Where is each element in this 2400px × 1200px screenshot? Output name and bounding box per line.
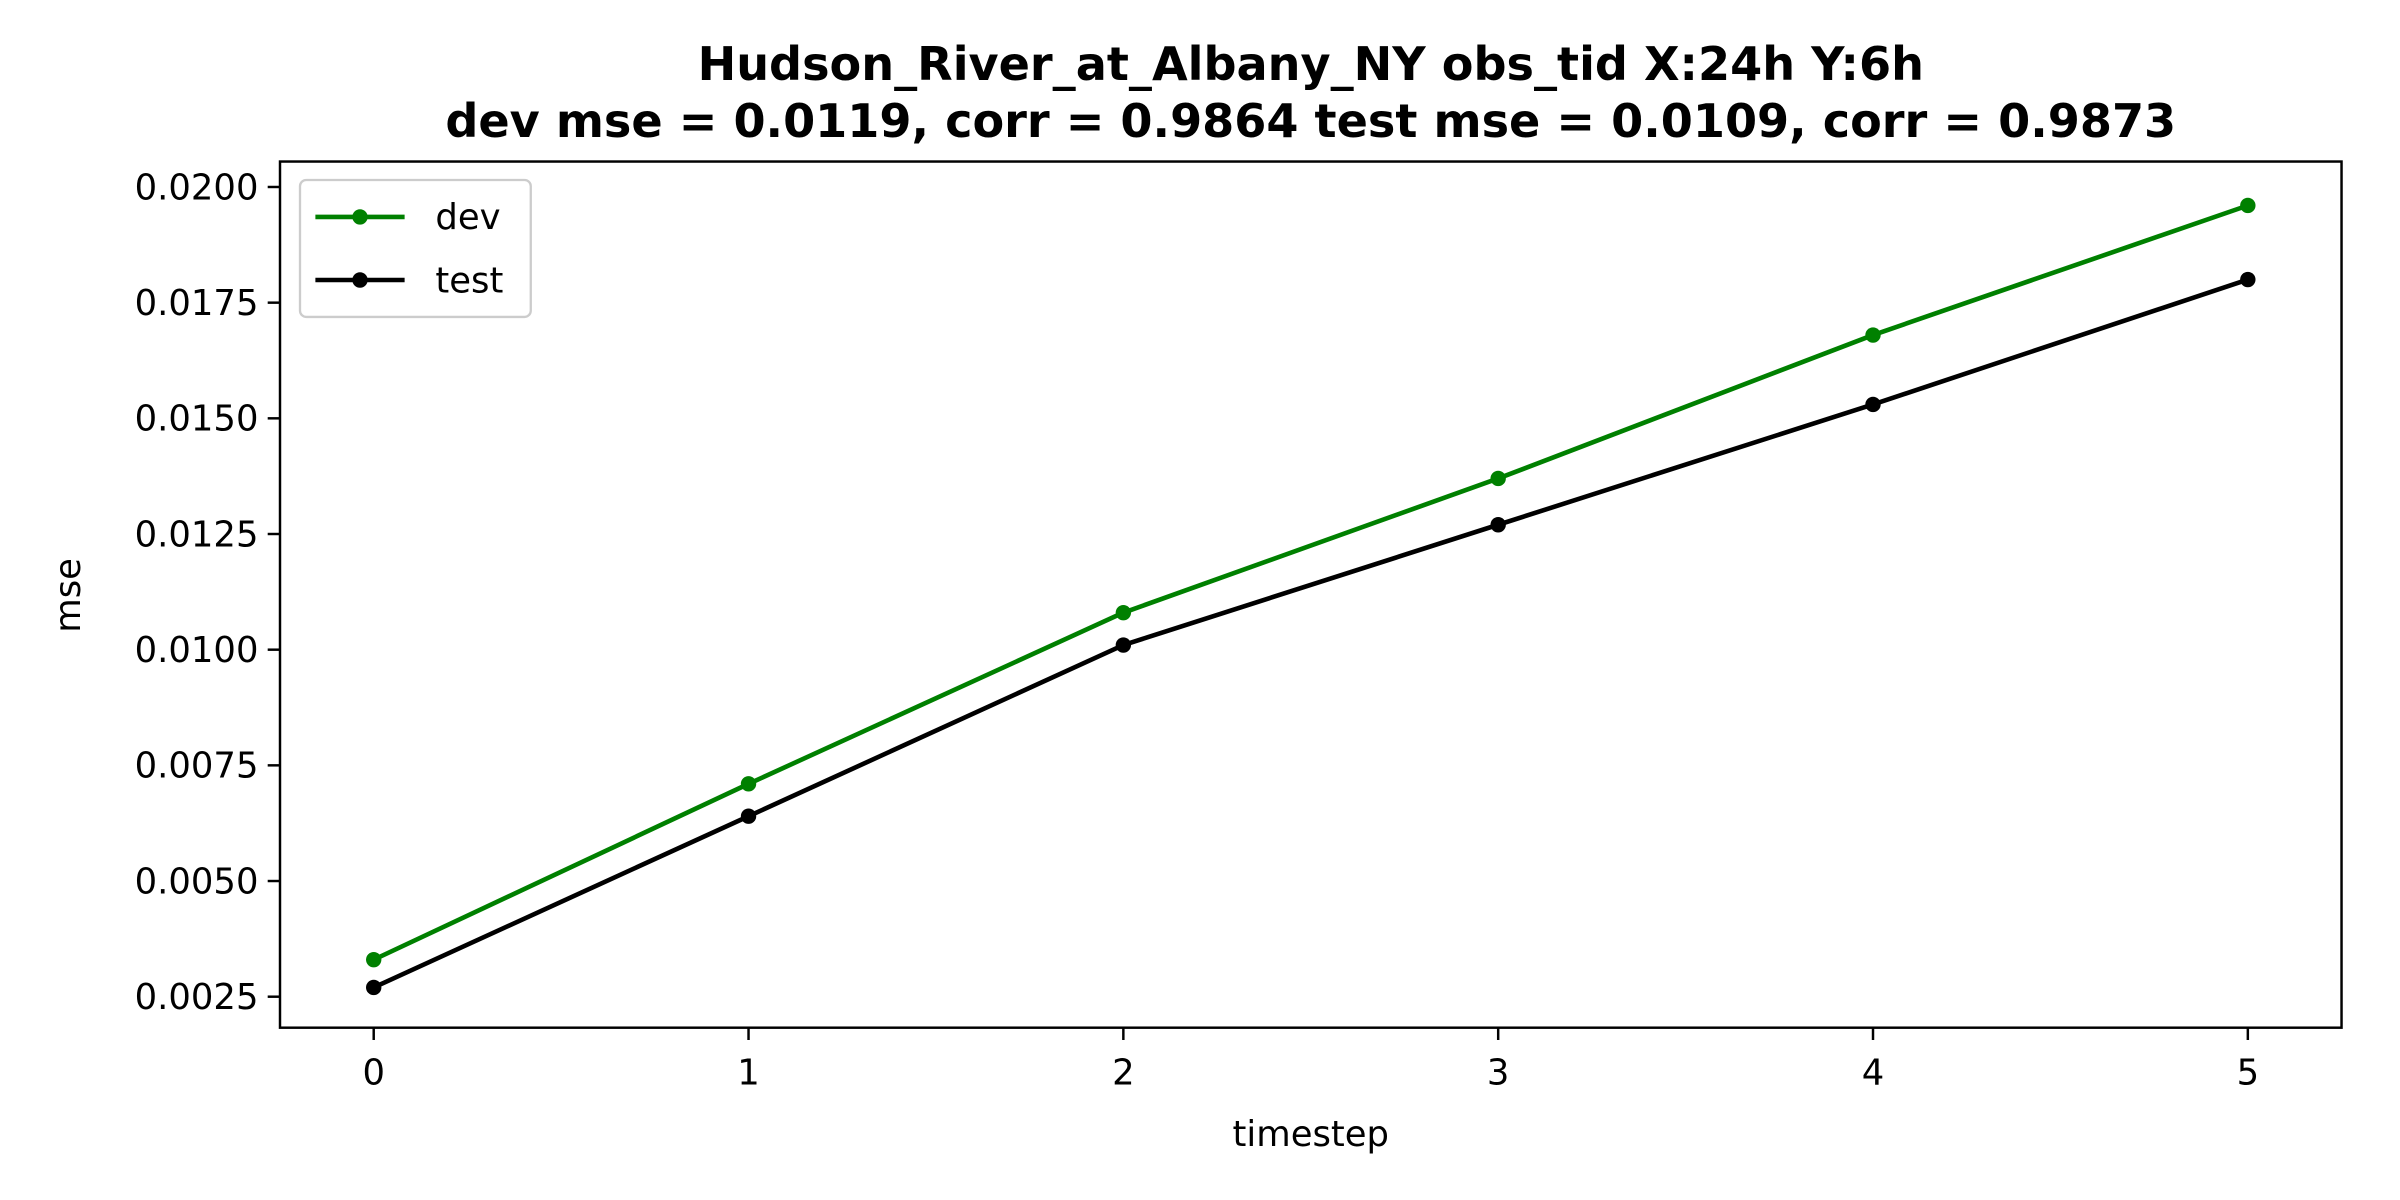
- x-tick-label: 3: [1487, 1053, 1510, 1094]
- series-line-test: [372, 277, 2249, 990]
- legend-items: dev test: [315, 197, 503, 301]
- chart-title-line-2: dev mse = 0.0119, corr = 0.9864 test mse…: [445, 94, 2176, 148]
- data-point-test: [2240, 271, 2256, 288]
- series-layer: [366, 197, 2256, 996]
- y-tick-label: 0.0050: [135, 861, 259, 902]
- plot-area-frame: [278, 160, 2343, 1029]
- y-tick-label: 0.0175: [135, 283, 259, 324]
- y-tick-label: 0.0075: [135, 746, 259, 787]
- data-point-test: [1490, 517, 1506, 533]
- x-tick-label: 5: [2237, 1053, 2260, 1094]
- y-axis-label: mse: [48, 558, 89, 633]
- series-line-dev: [372, 203, 2249, 962]
- data-point-dev: [1865, 327, 1881, 343]
- data-point-dev: [1115, 604, 1132, 621]
- y-tick-label: 0.0125: [135, 514, 259, 555]
- y-axis-ticks: 0.0025 0.0050 0.0075 0.0100 0.0125 0.0150 0.01…: [135, 167, 280, 1018]
- data-point-dev: [366, 951, 382, 968]
- y-tick-label: 0.0025: [135, 977, 259, 1018]
- data-point-test: [366, 979, 382, 996]
- x-tick-label: 2: [1112, 1053, 1135, 1094]
- data-point-dev: [740, 776, 757, 792]
- data-point-test: [1865, 396, 1881, 413]
- data-point-dev: [2240, 197, 2256, 214]
- x-tick-label: 0: [362, 1053, 385, 1094]
- legend-marker-test: [352, 272, 368, 288]
- legend: dev test: [298, 178, 532, 319]
- y-tick-label: 0.0150: [135, 399, 259, 440]
- legend-label-dev: dev: [435, 197, 500, 238]
- data-point-test: [1115, 637, 1132, 653]
- y-tick-label: 0.0100: [135, 630, 259, 671]
- x-axis-ticks: 0 1 2 3 4 5: [362, 1027, 2260, 1094]
- legend-marker-dev: [352, 209, 368, 225]
- y-tick-label: 0.0200: [135, 167, 259, 208]
- data-point-dev: [1490, 470, 1506, 487]
- x-axis-label: timestep: [1233, 1114, 1389, 1155]
- x-tick-label: 1: [737, 1053, 760, 1094]
- chart-title-line-1: Hudson_River_at_Albany_NY obs_tid X:24h …: [698, 37, 1924, 91]
- legend-label-test: test: [435, 260, 503, 301]
- data-point-test: [740, 808, 757, 824]
- x-tick-label: 4: [1862, 1053, 1885, 1094]
